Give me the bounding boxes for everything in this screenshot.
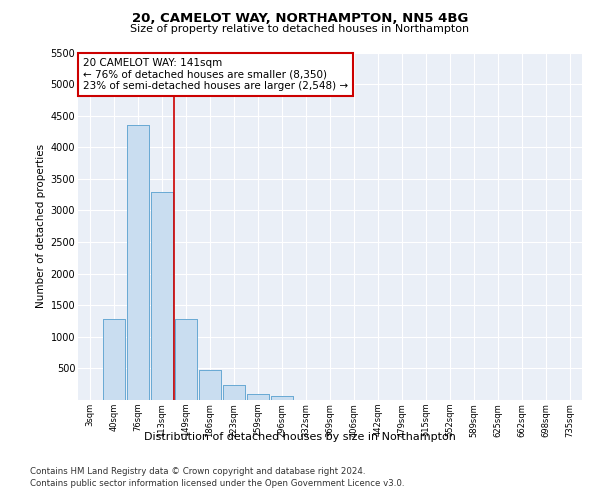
Bar [247,394,269,400]
Bar [199,370,221,400]
Bar [151,192,173,400]
Text: 20, CAMELOT WAY, NORTHAMPTON, NN5 4BG: 20, CAMELOT WAY, NORTHAMPTON, NN5 4BG [132,12,468,26]
Bar [247,394,269,400]
Bar [175,319,197,400]
Bar [103,319,125,400]
Text: 20 CAMELOT WAY: 141sqm
← 76% of detached houses are smaller (8,350)
23% of semi-: 20 CAMELOT WAY: 141sqm ← 76% of detached… [83,58,348,91]
Bar [199,370,221,400]
Bar [223,385,245,400]
Bar [103,319,125,400]
Bar [127,125,149,400]
Bar [151,192,173,400]
Text: Contains public sector information licensed under the Open Government Licence v3: Contains public sector information licen… [30,479,404,488]
Y-axis label: Number of detached properties: Number of detached properties [37,144,46,308]
Bar [271,396,293,400]
Bar [175,319,197,400]
Text: Size of property relative to detached houses in Northampton: Size of property relative to detached ho… [130,24,470,34]
Text: Contains HM Land Registry data © Crown copyright and database right 2024.: Contains HM Land Registry data © Crown c… [30,468,365,476]
Bar [223,385,245,400]
Bar [127,125,149,400]
Text: Distribution of detached houses by size in Northampton: Distribution of detached houses by size … [144,432,456,442]
Bar [271,396,293,400]
